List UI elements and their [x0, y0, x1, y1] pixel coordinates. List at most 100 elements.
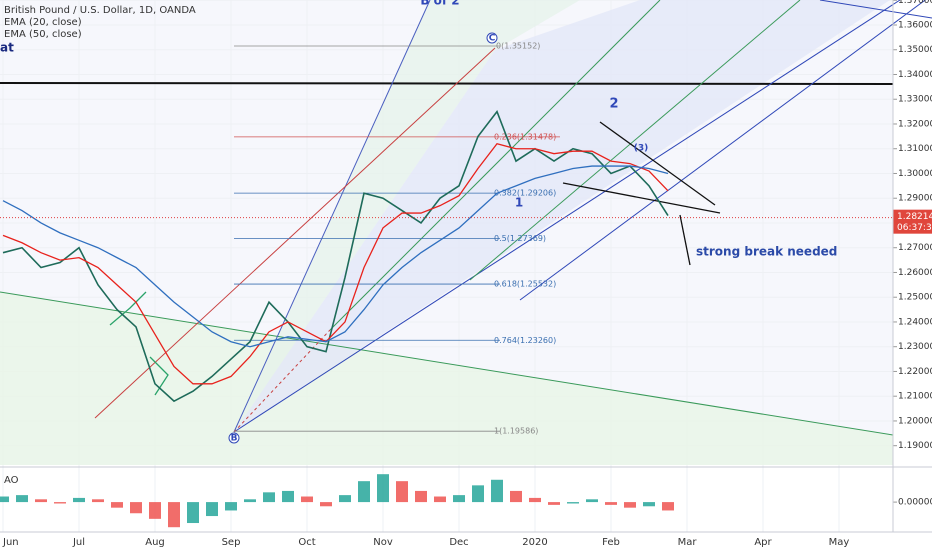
annotation: B of 2: [420, 0, 459, 8]
annotation: at: [0, 41, 14, 55]
price-tag: [893, 209, 932, 234]
ao-bar: [206, 502, 218, 517]
ao-bar: [415, 490, 427, 503]
ao-bar: [168, 502, 180, 528]
y-tick-label: 1.33000: [898, 95, 932, 105]
x-tick-label: Nov: [373, 537, 393, 548]
ao-bar: [377, 474, 389, 503]
ao-bar: [586, 499, 598, 503]
y-tick-label: 1.37000: [898, 0, 932, 6]
pitchfork-zone: [234, 0, 932, 432]
x-tick-label: Jul: [72, 537, 85, 548]
fib-label: 0.618(1.25532): [494, 280, 556, 289]
y-tick-label: 1.34000: [898, 70, 932, 80]
ao-bar: [263, 492, 275, 503]
y-tick-label: 1.36000: [898, 20, 932, 30]
ao-bar: [320, 502, 332, 507]
y-tick-label: 1.22000: [898, 367, 932, 377]
pane-title: AO: [4, 475, 19, 486]
ao-bar: [358, 481, 370, 503]
ao-bar: [244, 499, 256, 503]
legend-entry: EMA (20, close): [4, 17, 82, 28]
ao-bar: [434, 496, 446, 503]
ao-bar: [187, 502, 199, 524]
price-tag-label: 1.28214: [897, 212, 932, 222]
ao-bar: [16, 495, 28, 503]
annotation: 1: [515, 196, 523, 210]
fib-label: 0.236(1.31478): [494, 132, 556, 141]
y-tick-label: 1.35000: [898, 45, 932, 55]
ao-bar: [548, 502, 560, 505]
chart-title: British Pound / U.S. Dollar, 1D, OANDA: [4, 5, 196, 16]
ao-bar: [282, 490, 294, 503]
y-tick-label: 1.24000: [898, 317, 932, 327]
pitchfork-zone: [234, 0, 580, 432]
fib-label: 0(1.35152): [496, 41, 540, 50]
ao-bar: [92, 499, 104, 503]
y-tick-label: 1.32000: [898, 119, 932, 129]
fib-label: 0.764(1.23260): [494, 336, 556, 345]
annotation: (3): [634, 144, 649, 154]
ao-bar: [396, 481, 408, 503]
ao-bar: [662, 502, 674, 511]
x-tick-label: Mar: [678, 537, 698, 548]
wave-circle: [486, 32, 498, 44]
annotation: C: [489, 34, 496, 44]
ema-line: [2, 165, 669, 348]
ao-bar: [339, 495, 351, 503]
ao-bar: [453, 495, 465, 503]
x-tick-label: 2020: [522, 537, 547, 548]
ao-bar: [605, 502, 617, 505]
ao-bar: [35, 499, 47, 503]
y-tick-label: 1.23000: [898, 342, 932, 352]
y-tick-label: 1.27000: [898, 243, 932, 253]
annotation: 2: [609, 97, 618, 112]
x-tick-label: Aug: [145, 537, 165, 548]
y-tick-label: 1.19000: [898, 441, 932, 451]
y-tick-label: 1.30000: [898, 169, 932, 179]
y-tick-label: 0.00000: [898, 498, 932, 508]
ao-bar: [643, 502, 655, 507]
ao-bar: [491, 479, 503, 503]
annotation: strong break needed: [696, 245, 837, 259]
ao-bar: [111, 502, 123, 508]
fib-label: 1(1.19586): [494, 427, 538, 436]
ao-bar: [130, 502, 142, 514]
y-tick-label: 1.25000: [898, 293, 932, 303]
legend-entry: EMA (50, close): [4, 29, 82, 40]
ao-bar: [472, 485, 484, 503]
x-tick-label: Dec: [449, 537, 468, 548]
y-tick-label: 1.26000: [898, 268, 932, 278]
fib-label: 0.5(1.27369): [494, 234, 546, 243]
x-tick-label: Oct: [298, 537, 315, 548]
price-line: [2, 109, 669, 403]
drawings: [0, 0, 932, 436]
wave-circle: [228, 432, 240, 444]
ao-bar: [529, 497, 541, 503]
x-tick-label: Sep: [222, 537, 241, 548]
fib-label: 0.382(1.29206): [494, 189, 556, 198]
ao-bar: [54, 502, 66, 504]
y-tick-label: 1.20000: [898, 416, 932, 426]
ao-bar: [0, 496, 9, 503]
ao-bar: [301, 496, 313, 503]
ao-bar: [510, 490, 522, 503]
x-tick-label: May: [829, 537, 850, 548]
countdown: 06:37:38: [897, 223, 932, 233]
x-tick-label: Apr: [754, 537, 772, 548]
y-tick-label: 1.21000: [898, 392, 932, 402]
x-tick-label: Jun: [2, 537, 19, 548]
green-zone: [0, 292, 893, 465]
x-tick-label: Feb: [602, 537, 620, 548]
ao-bar: [567, 502, 579, 504]
y-tick-label: 1.29000: [898, 194, 932, 204]
ao-bar: [73, 497, 85, 503]
ema-line: [2, 143, 669, 385]
ao-bar: [225, 502, 237, 511]
ao-bar: [149, 502, 161, 519]
ao-bar: [624, 502, 636, 508]
y-tick-label: 1.31000: [898, 144, 932, 154]
annotation: B: [231, 434, 238, 444]
